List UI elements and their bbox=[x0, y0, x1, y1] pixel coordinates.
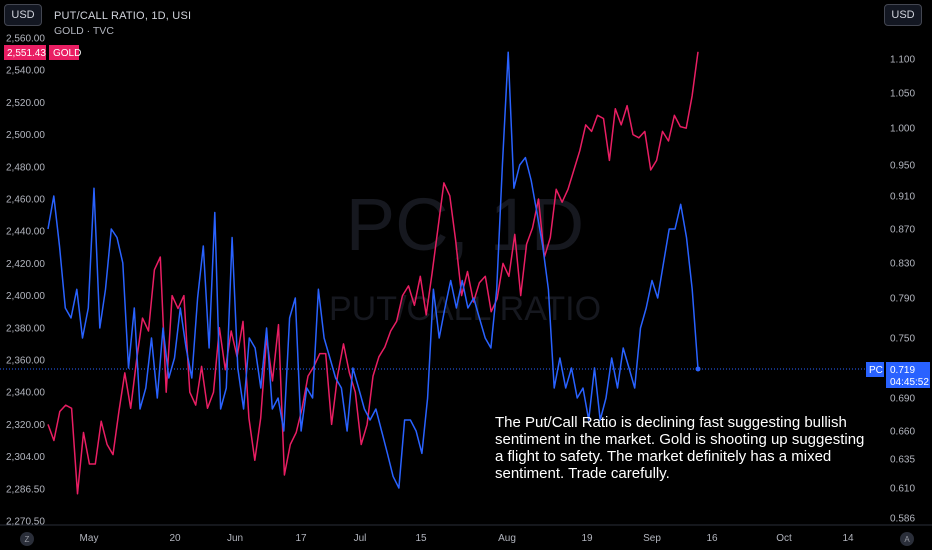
left-axis-tick: 2,286.50 bbox=[6, 484, 45, 495]
left-axis-tick: 2,420.00 bbox=[6, 259, 45, 270]
pc-last-point bbox=[695, 366, 701, 372]
pc-label-badge bbox=[866, 362, 884, 377]
right-axis-tick: 0.660 bbox=[890, 427, 915, 438]
zoom-corner-button[interactable]: Z bbox=[20, 532, 34, 546]
pc-series-line[interactable] bbox=[47, 51, 699, 489]
right-axis-tick: 1.000 bbox=[890, 124, 915, 135]
pc-label-badge-text: PC bbox=[869, 365, 883, 376]
right-axis-tick: 0.586 bbox=[890, 514, 915, 525]
left-axis-tick: 2,380.00 bbox=[6, 323, 45, 334]
right-axis-tick: 1.050 bbox=[890, 89, 915, 100]
left-axis-tick: 2,560.00 bbox=[6, 34, 45, 45]
time-axis-tick: 16 bbox=[706, 533, 718, 544]
chart-legend: PUT/CALL RATIO, 1D, USI GOLD · TVC bbox=[54, 9, 191, 39]
left-axis-tick: 2,520.00 bbox=[6, 98, 45, 109]
time-axis-tick: 20 bbox=[169, 533, 181, 544]
gold-series-line[interactable] bbox=[47, 51, 699, 495]
right-axis-tick: 1.100 bbox=[890, 55, 915, 66]
time-axis-tick: Jun bbox=[227, 533, 243, 544]
left-axis-tick: 2,360.00 bbox=[6, 356, 45, 367]
annotation-note: The Put/Call Ratio is declining fast sug… bbox=[495, 414, 865, 482]
time-axis-tick: Sep bbox=[643, 533, 661, 544]
right-axis-tick: 0.950 bbox=[890, 161, 915, 172]
left-axis-tick: 2,320.00 bbox=[6, 420, 45, 431]
time-axis-tick: Jul bbox=[354, 533, 367, 544]
gold-price-badge-text: 2,551.43 bbox=[7, 48, 46, 59]
pc-countdown-text: 04:45:52 bbox=[890, 377, 929, 388]
gold-label-badge bbox=[49, 45, 79, 60]
chart-legend-title: PUT/CALL RATIO, 1D, USI bbox=[54, 10, 192, 22]
gold-price-badge bbox=[4, 45, 46, 60]
time-axis-tick: May bbox=[80, 533, 99, 544]
left-price-axis[interactable]: 2,560.00 2,540.00 2,520.00 2,500.00 2,480.00… bbox=[6, 34, 45, 528]
gold-label-badge-text: GOLD bbox=[53, 48, 81, 59]
pc-value-badge-text: 0.719 bbox=[890, 365, 915, 376]
right-axis-tick: 0.910 bbox=[890, 192, 915, 203]
left-axis-tick: 2,340.00 bbox=[6, 388, 45, 399]
left-axis-tick: 2,400.00 bbox=[6, 291, 45, 302]
right-currency-button[interactable]: USD bbox=[884, 4, 922, 26]
left-currency-button[interactable]: USD bbox=[4, 4, 42, 26]
left-axis-tick: 2,270.50 bbox=[6, 517, 45, 528]
right-axis-tick: 0.610 bbox=[890, 484, 915, 495]
watermark: PC, 1D PUT/CALL RATIO bbox=[329, 183, 601, 328]
right-axis-tick: 0.750 bbox=[890, 334, 915, 345]
price-badges: 2,551.43 GOLD PC 0.719 04:45:52 bbox=[4, 45, 930, 388]
right-price-axis[interactable]: 1.100 1.050 1.000 0.950 0.910 0.870 0.830 0.790… bbox=[890, 55, 915, 525]
auto-scale-button[interactable]: A bbox=[900, 532, 914, 546]
pc-value-badge bbox=[886, 362, 930, 388]
left-axis-tick: 2,500.00 bbox=[6, 130, 45, 141]
time-axis-tick: 14 bbox=[842, 533, 854, 544]
left-axis-tick: 2,440.00 bbox=[6, 227, 45, 238]
right-axis-tick: 0.830 bbox=[890, 259, 915, 270]
right-axis-tick: 0.870 bbox=[890, 225, 915, 236]
right-axis-tick: 0.690 bbox=[890, 394, 915, 405]
time-axis-tick: 17 bbox=[295, 533, 307, 544]
left-axis-tick: 2,304.00 bbox=[6, 452, 45, 463]
time-axis-tick: 15 bbox=[415, 533, 427, 544]
time-axis-tick: 19 bbox=[581, 533, 593, 544]
chart-legend-subtitle: GOLD · TVC bbox=[54, 25, 114, 37]
time-axis-tick: Aug bbox=[498, 533, 516, 544]
right-axis-tick: 0.790 bbox=[890, 294, 915, 305]
left-axis-tick: 2,540.00 bbox=[6, 66, 45, 77]
right-axis-tick: 0.635 bbox=[890, 455, 915, 466]
time-axis-tick: Oct bbox=[776, 533, 792, 544]
watermark-symbol: PC, 1D bbox=[346, 183, 585, 266]
time-axis[interactable]: May 20 Jun 17 Jul 15 Aug 19 Sep 16 Oct 14 bbox=[0, 524, 932, 544]
left-axis-tick: 2,480.00 bbox=[6, 162, 45, 173]
left-axis-tick: 2,460.00 bbox=[6, 195, 45, 206]
